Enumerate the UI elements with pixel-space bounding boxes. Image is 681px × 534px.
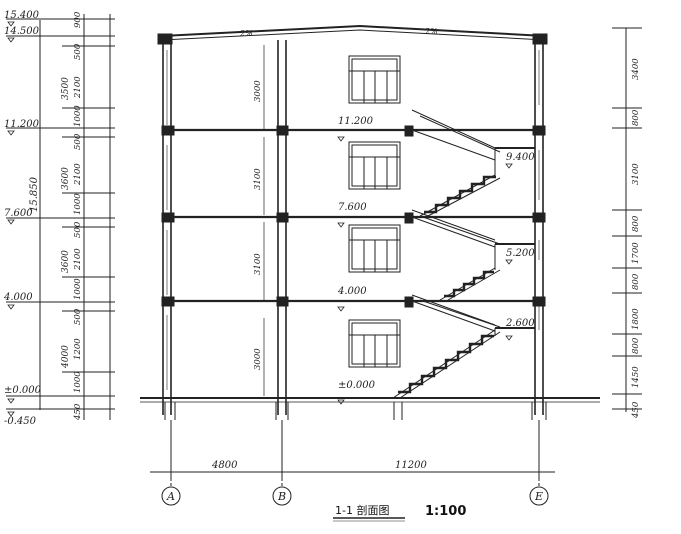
- elev-7600: 7.600: [4, 208, 33, 219]
- axis-bubble-b: [272, 486, 292, 506]
- dim-r-1: 800: [631, 109, 641, 126]
- dim-l2-12: 1000: [73, 371, 83, 393]
- bottom-dim-labels: 4800 11200: [211, 460, 427, 471]
- dim-l1-3: 4000: [61, 345, 71, 369]
- elev-11200: 11.200: [4, 119, 40, 130]
- bottom-dimensions: [150, 420, 555, 522]
- dim-l2-2: 2100: [73, 76, 83, 99]
- elevation-markers: [7, 21, 513, 417]
- dim-r-2: 3100: [631, 163, 641, 185]
- left-col1-dims: 3500 3600 3600 4000: [61, 77, 71, 369]
- landing-label-5200: 5.200: [506, 248, 535, 259]
- right-dimension-lines: [612, 27, 642, 412]
- axis-bubble-e: [529, 486, 549, 506]
- elev-0000: ±0.000: [4, 385, 42, 396]
- dim-r-9: 450: [631, 401, 641, 419]
- floor-label-0000: ±0.000: [338, 380, 376, 391]
- elev-14500: 14.500: [4, 26, 40, 37]
- story-dim-2: 3100: [253, 253, 263, 275]
- bottom-dim-4800: 4800: [211, 460, 238, 471]
- dim-r-6: 1800: [631, 308, 641, 330]
- axis-label-b: B: [277, 490, 286, 503]
- windows: [348, 55, 401, 368]
- dim-l2-6: 1000: [73, 193, 83, 215]
- floor-label-4000: 4.000: [337, 286, 367, 297]
- dim-r-5: 800: [631, 273, 641, 290]
- dim-r-7: 800: [631, 337, 641, 354]
- landing-label-2600: 2.600: [505, 318, 535, 329]
- axis-label-a: A: [166, 490, 175, 503]
- elev-overall: 15.850: [29, 176, 40, 212]
- left-elevation-labels: 15.400 14.500 11.200 7.600 4.000 ±0.000 …: [3, 10, 42, 427]
- floor-label-11200: 11.200: [338, 116, 374, 127]
- bottom-dim-11200: 11200: [395, 460, 427, 471]
- roof-labels: 2% 2%: [239, 27, 438, 38]
- left-col2-dims: 900 500 2100 1000 500 2100 1000 500 2100…: [73, 11, 83, 421]
- dim-l2-3: 1000: [73, 105, 83, 127]
- dim-l2-13: 450: [73, 403, 83, 421]
- axis-bubble-a: [161, 486, 181, 506]
- drawing-title: 1-1 剖面图: [335, 503, 389, 517]
- dim-l1-0: 3500: [61, 77, 71, 100]
- dim-l2-0: 900: [73, 11, 83, 28]
- dim-r-8: 1450: [631, 366, 641, 388]
- staircase: [392, 109, 535, 399]
- dim-r-3: 800: [631, 215, 641, 232]
- dim-l2-10: 500: [73, 308, 83, 325]
- roof-slope-right: 2%: [424, 27, 438, 36]
- right-dims: 3400 800 3100 800 1700 800 1800 800 1450…: [631, 58, 641, 419]
- elev-4000: 4.000: [3, 292, 33, 303]
- dim-l2-11: 1200: [73, 338, 83, 360]
- dim-l2-9: 1000: [73, 278, 83, 300]
- elev-minus-450: -0.450: [4, 416, 37, 427]
- floor-labels: 11.200 7.600 4.000 ±0.000: [337, 116, 376, 391]
- dim-l2-7: 500: [73, 221, 83, 238]
- story-dim-3: 3000: [253, 348, 263, 370]
- dim-r-4: 1700: [631, 242, 641, 264]
- story-dims: 3000 3100 3100 3000: [253, 80, 263, 370]
- story-dim-1: 3100: [253, 168, 263, 190]
- building-section: [140, 24, 600, 420]
- axis-labels: A B E: [166, 490, 543, 503]
- dim-l2-4: 500: [73, 133, 83, 150]
- dim-l1-2: 3600: [61, 250, 71, 273]
- left-dimension-lines: [6, 14, 115, 420]
- elev-15400: 15.400: [4, 10, 40, 21]
- dim-l2-8: 2100: [73, 248, 83, 271]
- dim-r-0: 3400: [631, 58, 641, 80]
- dim-l2-5: 2100: [73, 163, 83, 186]
- drawing-scale: 1:100: [425, 504, 466, 519]
- roof-slope-left: 2%: [239, 29, 253, 38]
- story-dim-0: 3000: [253, 80, 263, 102]
- dim-l1-1: 3600: [61, 167, 71, 190]
- landing-label-9400: 9.400: [506, 152, 535, 163]
- dim-l2-1: 500: [73, 43, 83, 60]
- axis-label-e: E: [534, 490, 543, 503]
- floor-label-7600: 7.600: [338, 202, 367, 213]
- landing-labels: 9.400 5.200 2.600: [505, 152, 535, 329]
